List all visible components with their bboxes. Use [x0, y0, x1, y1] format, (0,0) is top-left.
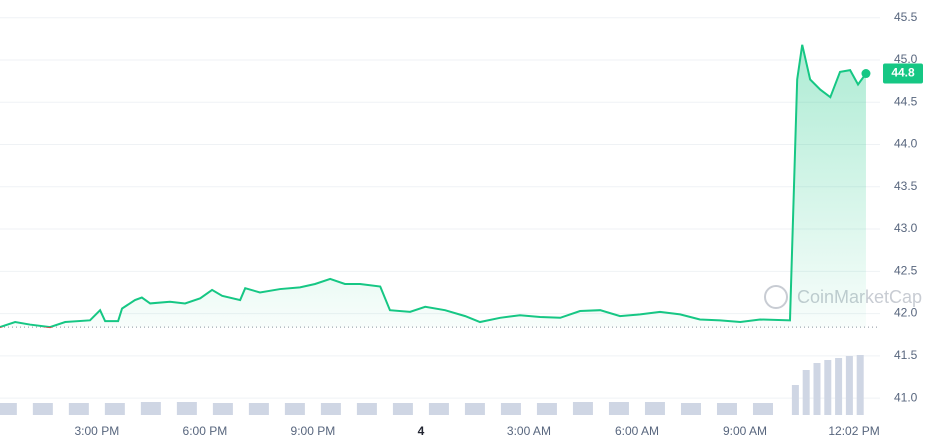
price-badge-label: 44.8 — [891, 66, 915, 80]
volume-bar — [284, 403, 305, 415]
x-tick-label: 3:00 PM — [75, 424, 120, 438]
volume-bar — [680, 403, 701, 415]
volume-bar — [572, 402, 593, 415]
volume-bar — [608, 402, 629, 415]
volume-bar — [320, 403, 341, 415]
x-tick-label: 6:00 PM — [183, 424, 228, 438]
volume-bar — [824, 360, 832, 415]
x-tick-label: 9:00 PM — [291, 424, 336, 438]
volume-bar — [644, 402, 665, 415]
price-line — [0, 44, 867, 329]
price-badge — [883, 63, 923, 84]
y-tick-label: 41.0 — [894, 390, 918, 404]
y-tick-label: 43.0 — [894, 221, 918, 235]
y-tick-label: 44.5 — [894, 94, 918, 108]
volume-bar — [845, 356, 853, 415]
volume-bar — [68, 403, 89, 415]
y-tick-label: 41.5 — [894, 348, 918, 362]
y-tick-label: 44.0 — [894, 137, 918, 151]
volume-bar — [428, 403, 449, 415]
volume-bar — [0, 403, 17, 415]
volume-bar — [835, 358, 843, 415]
x-tick-label: 6:00 AM — [615, 424, 659, 438]
volume-bar — [802, 370, 810, 415]
watermark-logo — [764, 285, 788, 309]
volume-bar — [32, 403, 53, 415]
volume-bar — [104, 403, 125, 415]
y-tick-label: 42.5 — [894, 263, 918, 277]
x-tick-label: 3:00 AM — [507, 424, 551, 438]
x-tick-label: 12:02 PM — [828, 424, 879, 438]
y-tick-label: 43.5 — [894, 179, 918, 193]
volume-bar — [176, 402, 197, 415]
volume-bar — [212, 403, 233, 415]
volume-bar — [500, 403, 521, 415]
volume-bar — [791, 385, 799, 415]
last-point — [861, 69, 871, 79]
volume-bar — [248, 403, 269, 415]
volume-bar — [464, 403, 485, 415]
volume-bar — [716, 403, 737, 415]
x-tick-label: 9:00 AM — [723, 424, 767, 438]
volume-bar — [856, 355, 864, 415]
volume-bar — [140, 402, 161, 415]
volume-bar — [356, 403, 377, 415]
y-tick-label: 45.0 — [894, 52, 918, 66]
x-tick-label: 4 — [418, 424, 425, 438]
price-line-below-open — [0, 327, 54, 329]
volume-bar — [392, 403, 413, 415]
volume-bar — [752, 403, 773, 415]
volume-bar — [813, 363, 821, 415]
y-tick-label: 42.0 — [894, 306, 918, 320]
volume-bar — [536, 403, 557, 415]
y-tick-label: 45.5 — [894, 10, 918, 24]
price-area — [0, 44, 866, 328]
